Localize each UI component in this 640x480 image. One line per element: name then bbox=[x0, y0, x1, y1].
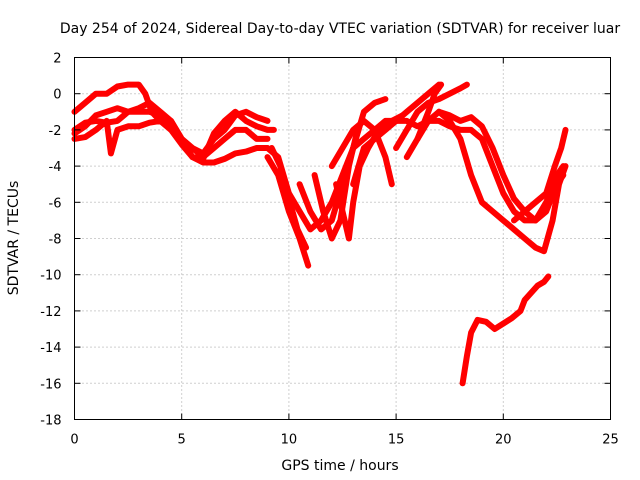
axis-ticks bbox=[74, 57, 611, 420]
y-tick-label: 0 bbox=[53, 88, 61, 103]
y-tick-label: -6 bbox=[49, 196, 62, 211]
series-track-6 bbox=[268, 145, 310, 251]
data-series bbox=[71, 81, 569, 387]
x-tick-label: 10 bbox=[281, 433, 298, 448]
series-track-15 bbox=[436, 108, 569, 255]
x-tick-label: 15 bbox=[388, 433, 405, 448]
x-tick-label: 0 bbox=[70, 433, 78, 448]
y-tick-label: 2 bbox=[53, 52, 61, 67]
series-track-11 bbox=[350, 81, 442, 188]
x-axis-label: GPS time / hours bbox=[281, 458, 398, 474]
y-tick-label: -16 bbox=[40, 377, 61, 392]
y-axis-label: SDTVAR / TECUs bbox=[6, 181, 22, 296]
y-tick-label: -8 bbox=[49, 233, 62, 248]
series-track-10 bbox=[328, 117, 395, 188]
series-track-17 bbox=[459, 273, 552, 387]
y-tick-label: -4 bbox=[49, 160, 62, 175]
series-track-13 bbox=[403, 81, 445, 161]
chart-title: Day 254 of 2024, Sidereal Day-to-day VTE… bbox=[60, 21, 621, 37]
y-tick-label: -18 bbox=[40, 414, 61, 429]
y-tick-label: -14 bbox=[40, 341, 61, 356]
x-tick-label: 20 bbox=[495, 433, 512, 448]
y-tick-label: -2 bbox=[49, 124, 62, 139]
series-track-5 bbox=[264, 154, 312, 269]
y-tick-label: -12 bbox=[40, 305, 61, 320]
series-track-8 bbox=[311, 126, 361, 242]
y-tick-label: -10 bbox=[40, 269, 61, 284]
x-tick-label: 25 bbox=[602, 433, 619, 448]
x-tick-label: 5 bbox=[178, 433, 186, 448]
series-track-7 bbox=[296, 96, 389, 233]
series-track-16 bbox=[511, 126, 569, 224]
